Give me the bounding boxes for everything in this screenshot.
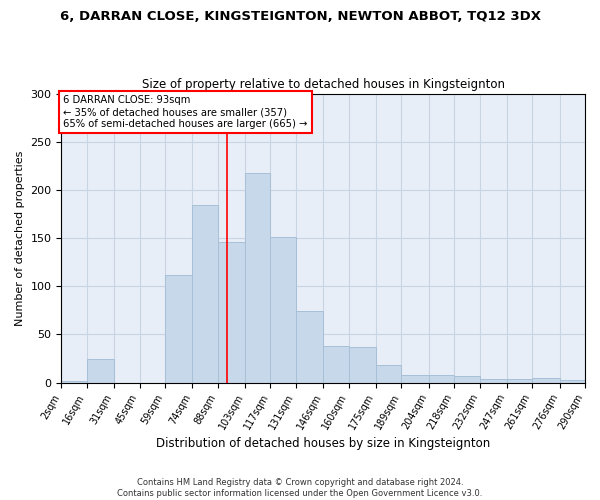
Bar (376, 366, 401, 382)
Bar (532, 378, 560, 382)
Bar (87, 358, 114, 382)
Bar (323, 346, 349, 383)
Bar (349, 347, 376, 382)
Bar (193, 206, 218, 382)
Y-axis label: Number of detached properties: Number of detached properties (15, 150, 25, 326)
Bar (165, 274, 193, 382)
Text: Contains HM Land Registry data © Crown copyright and database right 2024.
Contai: Contains HM Land Registry data © Crown c… (118, 478, 482, 498)
X-axis label: Distribution of detached houses by size in Kingsteignton: Distribution of detached houses by size … (156, 437, 490, 450)
Bar (560, 380, 585, 382)
Bar (479, 379, 507, 382)
Bar (271, 237, 296, 382)
Text: 6, DARRAN CLOSE, KINGSTEIGNTON, NEWTON ABBOT, TQ12 3DX: 6, DARRAN CLOSE, KINGSTEIGNTON, NEWTON A… (59, 10, 541, 23)
Bar (61, 380, 87, 382)
Bar (218, 242, 245, 382)
Bar (401, 375, 428, 382)
Bar (245, 172, 271, 382)
Bar (428, 375, 454, 382)
Text: 6 DARRAN CLOSE: 93sqm
← 35% of detached houses are smaller (357)
65% of semi-det: 6 DARRAN CLOSE: 93sqm ← 35% of detached … (63, 96, 308, 128)
Title: Size of property relative to detached houses in Kingsteignton: Size of property relative to detached ho… (142, 78, 505, 91)
Bar (454, 376, 479, 382)
Bar (507, 379, 532, 382)
Bar (296, 312, 323, 382)
